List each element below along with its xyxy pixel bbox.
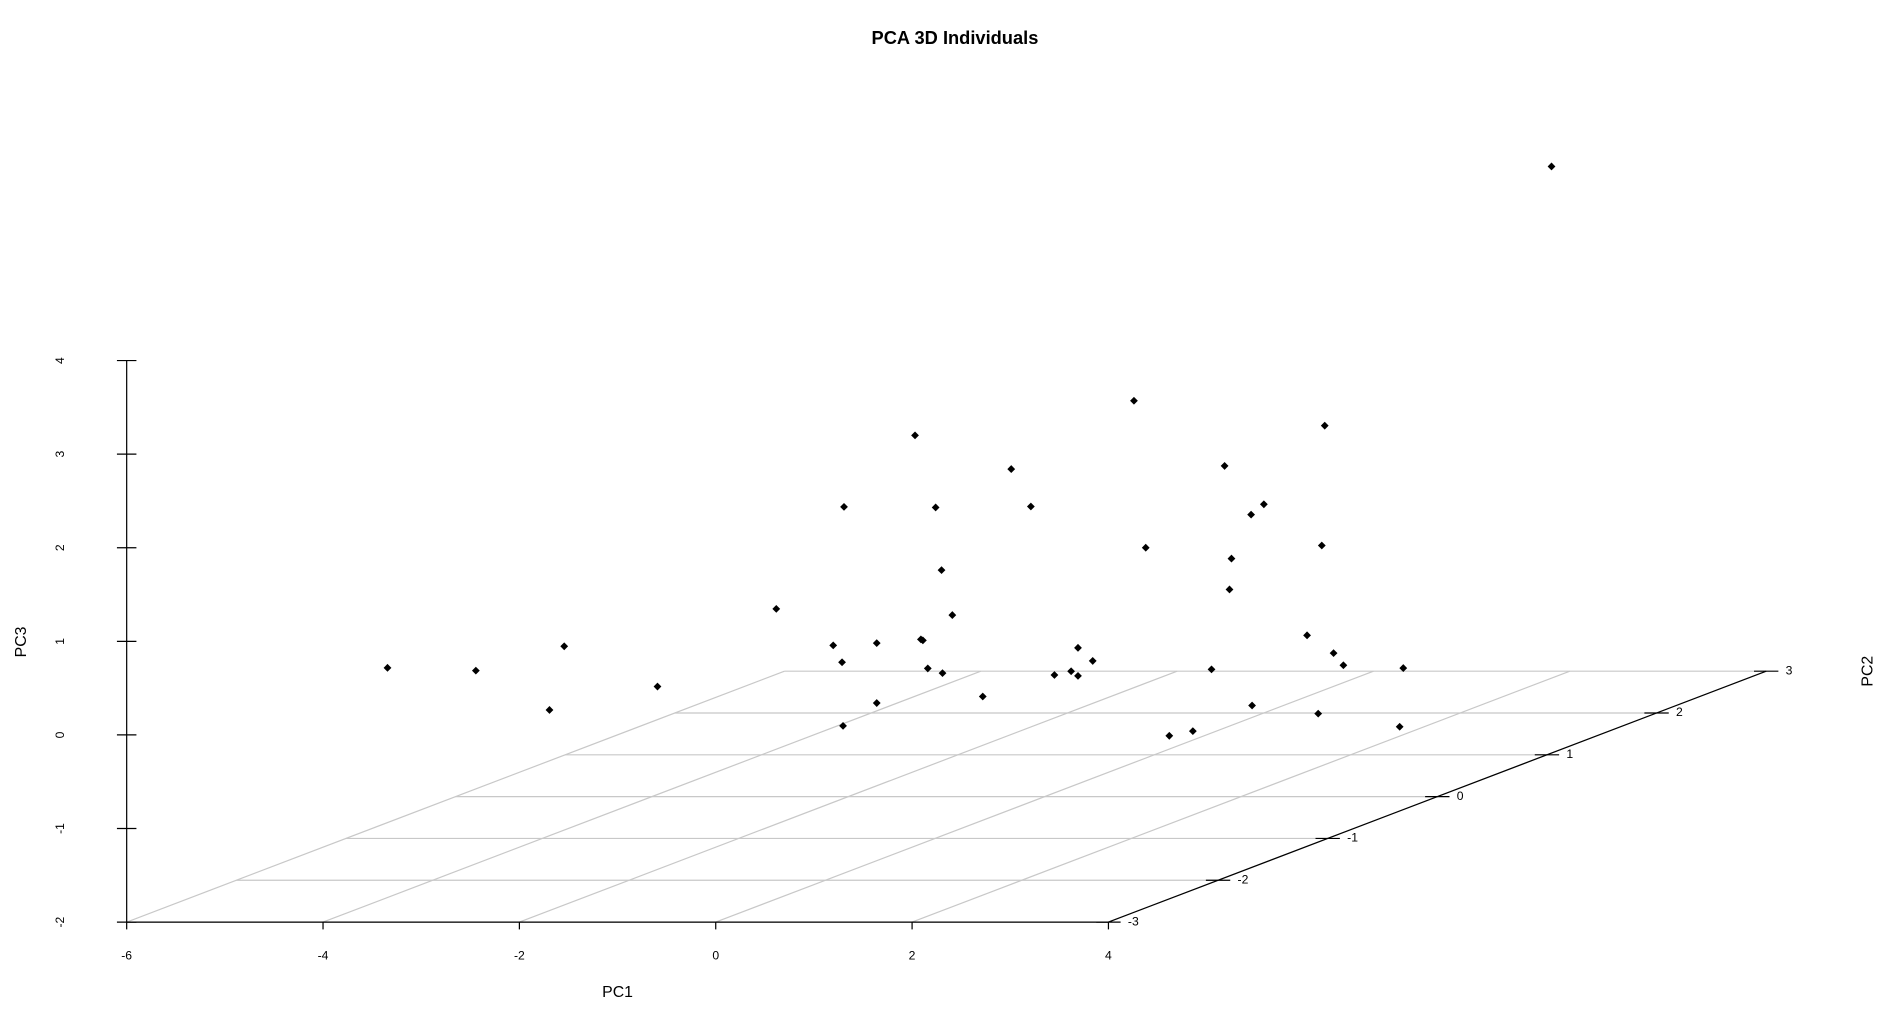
point bbox=[931, 503, 940, 512]
z-tick-label: 3 bbox=[53, 451, 67, 458]
point bbox=[1339, 661, 1348, 670]
point bbox=[937, 566, 946, 575]
z-tick-label: 0 bbox=[53, 731, 67, 738]
y-tick-label: 2 bbox=[1676, 705, 1683, 719]
point bbox=[923, 664, 932, 673]
point bbox=[1088, 657, 1097, 665]
point bbox=[1247, 510, 1255, 519]
point bbox=[383, 663, 392, 672]
point bbox=[1320, 421, 1329, 430]
point bbox=[1050, 671, 1059, 679]
z-tick-label: 1 bbox=[53, 638, 67, 645]
point bbox=[872, 639, 881, 648]
point bbox=[560, 642, 569, 651]
point bbox=[1225, 585, 1234, 594]
point bbox=[872, 699, 881, 707]
y-tick-label: 1 bbox=[1566, 747, 1573, 761]
point bbox=[1303, 631, 1311, 640]
point bbox=[839, 721, 847, 730]
x-tick-label: -4 bbox=[318, 948, 329, 962]
point bbox=[653, 682, 662, 691]
point bbox=[1026, 502, 1035, 511]
z-tick-label: 4 bbox=[53, 357, 67, 364]
x-tick-label: -6 bbox=[121, 948, 132, 962]
point bbox=[772, 604, 781, 613]
y-tick-label: -2 bbox=[1238, 872, 1249, 886]
point bbox=[978, 692, 987, 701]
point bbox=[1248, 701, 1256, 710]
x-tick-label: -2 bbox=[514, 948, 525, 962]
y-tick-label: -3 bbox=[1128, 914, 1139, 928]
point bbox=[911, 431, 919, 440]
point bbox=[938, 669, 947, 677]
chart-title: PCA 3D Individuals bbox=[872, 27, 1039, 48]
point bbox=[840, 502, 848, 511]
point bbox=[1399, 664, 1408, 672]
point bbox=[1259, 500, 1268, 509]
point bbox=[1188, 727, 1197, 736]
point bbox=[1130, 396, 1138, 405]
point bbox=[1547, 162, 1556, 171]
y-tick-label: 0 bbox=[1457, 789, 1464, 803]
point bbox=[1074, 672, 1082, 680]
point bbox=[1074, 643, 1082, 652]
point bbox=[1395, 722, 1404, 731]
point bbox=[948, 611, 957, 619]
point bbox=[918, 636, 927, 645]
point bbox=[1227, 554, 1236, 563]
x-tick-label: 0 bbox=[712, 948, 719, 962]
point bbox=[1067, 667, 1076, 676]
z-tick-label: -2 bbox=[53, 916, 67, 927]
z-axis-label: PC3 bbox=[13, 626, 30, 657]
point bbox=[1314, 709, 1323, 718]
y-axis-label: PC2 bbox=[1860, 656, 1877, 687]
point bbox=[1007, 465, 1016, 473]
point bbox=[1165, 731, 1174, 740]
x-tick-label: 2 bbox=[909, 948, 916, 962]
x-tick-label: 4 bbox=[1105, 948, 1112, 962]
point bbox=[1141, 543, 1150, 552]
point bbox=[1317, 541, 1326, 550]
point bbox=[1207, 665, 1216, 674]
point bbox=[1329, 649, 1338, 657]
point bbox=[829, 641, 838, 650]
point bbox=[838, 658, 846, 667]
z-tick-label: 2 bbox=[53, 544, 67, 551]
y-tick-label: -1 bbox=[1347, 831, 1358, 845]
y-tick-label: 3 bbox=[1786, 663, 1793, 677]
point bbox=[1220, 462, 1229, 470]
x-axis-label: PC1 bbox=[602, 984, 633, 1001]
z-tick-label: -1 bbox=[53, 823, 67, 834]
point bbox=[471, 666, 480, 675]
point bbox=[545, 706, 554, 714]
